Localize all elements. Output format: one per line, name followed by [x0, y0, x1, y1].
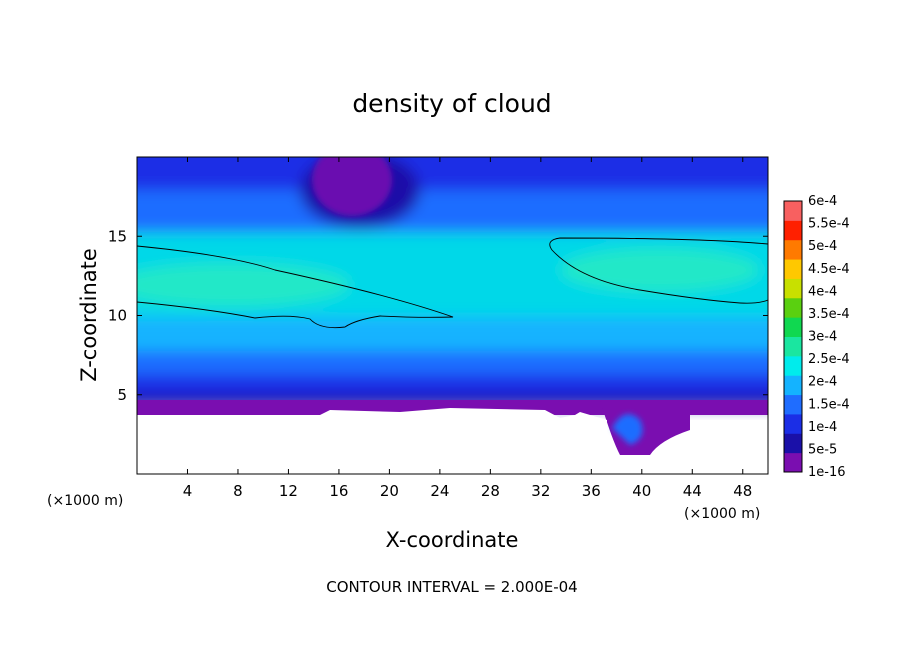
colorbar-label: 5.5e-4 [808, 217, 850, 232]
colorbar-swatch [784, 336, 802, 357]
colorbar-label: 5e-4 [808, 239, 837, 254]
band-low [137, 351, 768, 375]
cloud-core-right [560, 248, 760, 292]
colorbar-swatch [784, 220, 802, 241]
plot-area [137, 157, 768, 474]
contour-interval: CONTOUR INTERVAL = 2.000E-04 [326, 578, 577, 596]
colorbar-swatch [784, 259, 802, 279]
y-tick-label: 10 [108, 307, 127, 325]
colorbar-swatch [784, 239, 802, 260]
colorbar-label: 4.5e-4 [808, 262, 850, 277]
clear-air-right [690, 420, 768, 474]
colorbar-swatch [784, 375, 802, 396]
x-tick-label: 36 [582, 482, 601, 500]
chart-title: density of cloud [352, 89, 551, 118]
colorbar-label: 6e-4 [808, 194, 837, 209]
band-upper [137, 190, 768, 232]
y-tick-label: 15 [108, 227, 127, 245]
x-axis-label: X-coordinate [386, 528, 519, 552]
colorbar-label: 2.5e-4 [808, 352, 850, 367]
band-top [137, 157, 768, 195]
x-tick-label: 8 [233, 482, 243, 500]
y-ticks: 5 10 15 [108, 227, 768, 404]
colorbar-label: 4e-4 [808, 284, 837, 299]
clear-air [137, 408, 607, 474]
colorbar-label: 3e-4 [808, 330, 837, 345]
x-tick-label: 16 [329, 482, 348, 500]
x-unit-left: (×1000 m) [47, 493, 123, 509]
colorbar-swatch [784, 394, 802, 415]
colorbar-label: 5e-5 [808, 442, 837, 457]
x-unit-right: (×1000 m) [684, 506, 760, 522]
colorbar-label: 1.5e-4 [808, 397, 850, 412]
x-tick-label: 12 [279, 482, 298, 500]
colorbar-swatch [784, 452, 802, 473]
band-lower [137, 375, 768, 395]
y-tick-label: 5 [117, 386, 127, 404]
x-tick-label: 48 [733, 482, 752, 500]
band-mid [137, 317, 768, 351]
colorbar-swatch [784, 317, 802, 337]
y-axis-label: Z-coordinate [77, 248, 101, 382]
clear-air-dip [607, 455, 650, 474]
x-tick-label: 4 [183, 482, 193, 500]
colorbar-swatch [784, 433, 802, 454]
x-tick-label: 20 [380, 482, 399, 500]
x-tick-label: 28 [481, 482, 500, 500]
colorbar-swatch [784, 413, 802, 434]
colorbar-swatch [784, 297, 802, 318]
colorbar-swatch [784, 201, 802, 221]
colorbar-frame [783, 200, 803, 473]
colorbar: 1e-16 5e-5 1e-4 1.5e-4 2e-4 2.5e-4 3e-4 3.5e-4 4… [783, 194, 850, 480]
colorbar-swatch [784, 278, 802, 299]
contour-right [549, 237, 768, 304]
clear-air-mid [650, 455, 690, 474]
colorbar-label: 1e-4 [808, 420, 837, 435]
dry-plume-core [312, 157, 392, 216]
x-tick-label: 44 [683, 482, 702, 500]
colorbar-label: 3.5e-4 [808, 307, 850, 322]
x-tick-label: 32 [531, 482, 550, 500]
x-tick-label: 40 [632, 482, 651, 500]
colorbar-swatch [784, 355, 802, 376]
x-tick-label: 24 [430, 482, 449, 500]
contour-left [137, 245, 454, 329]
cloud-core-left [137, 263, 350, 307]
x-ticks: 4 8 12 16 20 24 28 32 36 40 44 48 [183, 157, 752, 500]
colorbar-label: 1e-16 [808, 465, 846, 480]
base-dip-inner [612, 414, 643, 445]
colorbar-label: 2e-4 [808, 375, 837, 390]
